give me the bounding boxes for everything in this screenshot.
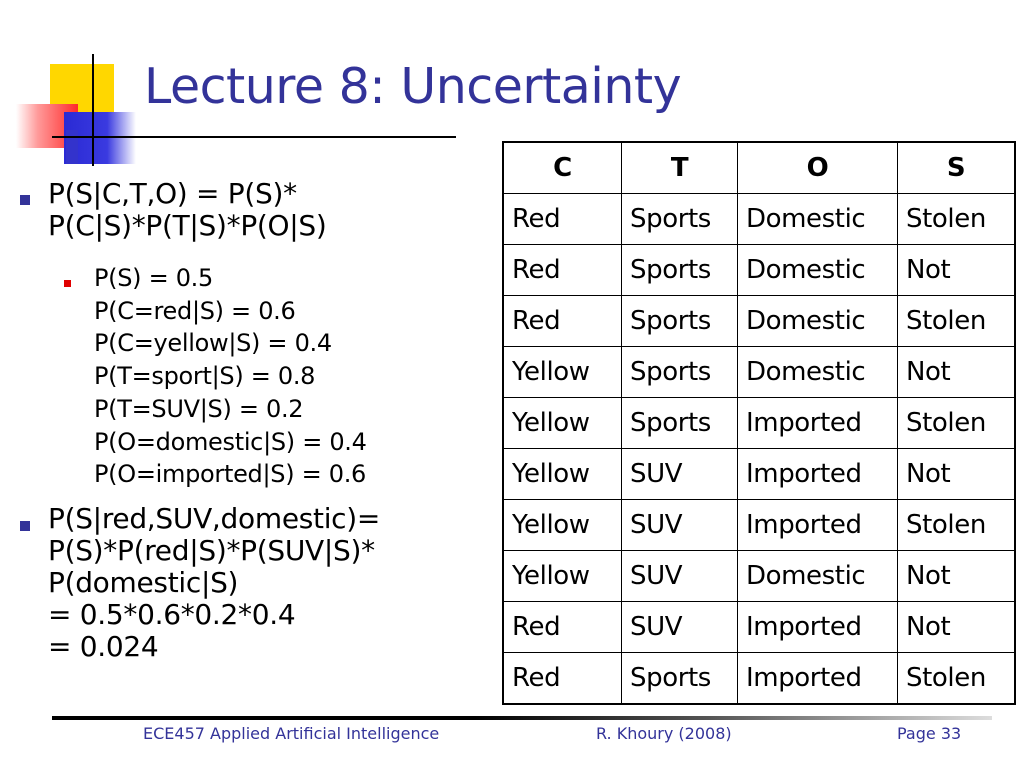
cell-origin: Domestic bbox=[737, 346, 898, 398]
bullet-square-icon bbox=[20, 521, 30, 531]
probability-line: P(C=red|S) = 0.6 bbox=[94, 296, 296, 325]
cell-color: Red bbox=[502, 193, 622, 245]
cell-type: SUV bbox=[621, 499, 738, 551]
cell-color: Yellow bbox=[502, 397, 622, 449]
probability-line: P(S) = 0.5 bbox=[94, 264, 213, 292]
cell-stolen: Not bbox=[897, 448, 1016, 500]
bullet-2-line: P(S|red,SUV,domestic)= bbox=[48, 502, 381, 535]
decor-vertical-rule bbox=[92, 54, 94, 166]
title-underline-rule bbox=[52, 136, 456, 138]
cell-stolen: Not bbox=[897, 346, 1016, 398]
table-row: Red SUV Imported Not bbox=[502, 601, 1016, 653]
cell-stolen: Not bbox=[897, 550, 1016, 602]
cell-type: Sports bbox=[621, 295, 738, 347]
bullet-2-text: P(S|red,SUV,domestic)= P(S)*P(red|S)*P(S… bbox=[48, 503, 380, 663]
cell-type: Sports bbox=[621, 193, 738, 245]
footer-page-number: Page 33 bbox=[897, 724, 962, 743]
header-c: C bbox=[502, 141, 622, 194]
bullet-1-line: P(S|C,T,O) = P(S)* bbox=[48, 177, 297, 210]
cell-stolen: Not bbox=[897, 244, 1016, 296]
probability-line: P(O=domestic|S) = 0.4 bbox=[94, 427, 367, 456]
probability-line: P(T=SUV|S) = 0.2 bbox=[94, 394, 304, 423]
cell-type: SUV bbox=[621, 601, 738, 653]
cell-type: Sports bbox=[621, 346, 738, 398]
cell-origin: Domestic bbox=[737, 193, 898, 245]
cell-origin: Domestic bbox=[737, 244, 898, 296]
cell-color: Yellow bbox=[502, 499, 622, 551]
cell-color: Red bbox=[502, 652, 622, 705]
bullet-1-line: P(C|S)*P(T|S)*P(O|S) bbox=[48, 209, 327, 242]
probability-line: P(C=yellow|S) = 0.4 bbox=[94, 329, 332, 358]
cell-color: Yellow bbox=[502, 346, 622, 398]
header-t: T bbox=[621, 141, 738, 194]
cell-origin: Imported bbox=[737, 499, 898, 551]
sub-bullet-square-icon bbox=[64, 280, 71, 287]
cell-origin: Domestic bbox=[737, 295, 898, 347]
cell-color: Yellow bbox=[502, 550, 622, 602]
cell-stolen: Stolen bbox=[897, 499, 1016, 551]
cell-type: SUV bbox=[621, 550, 738, 602]
header-o: O bbox=[737, 141, 898, 194]
cell-origin: Domestic bbox=[737, 550, 898, 602]
cell-type: SUV bbox=[621, 448, 738, 500]
cell-stolen: Stolen bbox=[897, 652, 1016, 705]
footer-course: ECE457 Applied Artificial Intelligence bbox=[143, 724, 440, 743]
cell-origin: Imported bbox=[737, 601, 898, 653]
stolen-cars-table: C T O S Red Sports Domestic Stolen Red S… bbox=[502, 141, 1016, 705]
header-s: S bbox=[897, 141, 1016, 194]
bullet-2-line: P(S)*P(red|S)*P(SUV|S)* bbox=[48, 534, 375, 567]
cell-origin: Imported bbox=[737, 397, 898, 449]
cell-stolen: Not bbox=[897, 601, 1016, 653]
slide-title: Lecture 8: Uncertainty bbox=[144, 58, 682, 115]
cell-color: Red bbox=[502, 244, 622, 296]
bullet-1-text: P(S|C,T,O) = P(S)* P(C|S)*P(T|S)*P(O|S) bbox=[48, 178, 327, 242]
bullet-2-line: = 0.5*0.6*0.2*0.4 bbox=[48, 598, 296, 631]
probability-line: P(T=sport|S) = 0.8 bbox=[94, 362, 316, 391]
bullet-2-line: = 0.024 bbox=[48, 630, 159, 663]
table-row: Yellow Sports Imported Stolen bbox=[502, 397, 1016, 449]
table-row: Red Sports Domestic Stolen bbox=[502, 295, 1016, 347]
cell-type: Sports bbox=[621, 397, 738, 449]
cell-stolen: Stolen bbox=[897, 193, 1016, 245]
table-row: Yellow SUV Imported Stolen bbox=[502, 499, 1016, 551]
cell-stolen: Stolen bbox=[897, 397, 1016, 449]
footer-rule bbox=[52, 716, 992, 720]
cell-origin: Imported bbox=[737, 652, 898, 705]
table-row: Red Sports Domestic Not bbox=[502, 244, 1016, 296]
sub-bullet-probabilities: P(S) = 0.5 P(C=red|S) = 0.6 P(C=yellow|S… bbox=[94, 262, 367, 491]
table-row: Yellow SUV Imported Not bbox=[502, 448, 1016, 500]
table-row: Red Sports Domestic Stolen bbox=[502, 193, 1016, 245]
probability-line: P(O=imported|S) = 0.6 bbox=[94, 460, 366, 489]
table-header-row: C T O S bbox=[502, 141, 1016, 194]
decor-blue-bar bbox=[66, 130, 78, 164]
cell-origin: Imported bbox=[737, 448, 898, 500]
cell-color: Red bbox=[502, 601, 622, 653]
cell-type: Sports bbox=[621, 244, 738, 296]
table-row: Red Sports Imported Stolen bbox=[502, 652, 1016, 705]
cell-stolen: Stolen bbox=[897, 295, 1016, 347]
footer-author: R. Khoury (2008) bbox=[596, 724, 732, 743]
bullet-square-icon bbox=[20, 195, 30, 205]
cell-color: Yellow bbox=[502, 448, 622, 500]
table-row: Yellow Sports Domestic Not bbox=[502, 346, 1016, 398]
bullet-2-line: P(domestic|S) bbox=[48, 566, 239, 599]
table-row: Yellow SUV Domestic Not bbox=[502, 550, 1016, 602]
cell-color: Red bbox=[502, 295, 622, 347]
cell-type: Sports bbox=[621, 652, 738, 705]
